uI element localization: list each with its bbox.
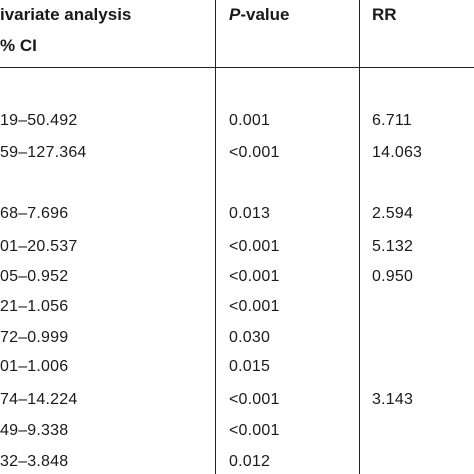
rr-cell: 3.143 bbox=[372, 391, 414, 408]
ci-cell: 21–1.056 bbox=[0, 298, 69, 315]
ci-cell: 01–20.537 bbox=[0, 238, 78, 255]
header-rr: RR bbox=[372, 5, 397, 24]
rr-cell: 14.063 bbox=[372, 144, 423, 161]
pvalue-cell: <0.001 bbox=[229, 391, 280, 408]
pvalue-cell: <0.001 bbox=[229, 144, 280, 161]
pvalue-cell: 0.030 bbox=[229, 329, 271, 346]
ci-cell: 05–0.952 bbox=[0, 268, 69, 285]
ci-cell: 01–1.006 bbox=[0, 358, 69, 375]
header-rule bbox=[0, 67, 474, 68]
ci-cell: 68–7.696 bbox=[0, 205, 69, 222]
header-pvalue-letter: P bbox=[229, 5, 241, 24]
pvalue-cell: 0.012 bbox=[229, 453, 271, 470]
pvalue-cell: 0.015 bbox=[229, 358, 271, 375]
rr-cell: 0.950 bbox=[372, 268, 414, 285]
ci-cell: 72–0.999 bbox=[0, 329, 69, 346]
header-pvalue-rest: -value bbox=[240, 5, 290, 24]
pvalue-cell: 0.013 bbox=[229, 205, 271, 222]
rr-cell: 2.594 bbox=[372, 205, 414, 222]
header-pvalue: P-value bbox=[229, 5, 289, 25]
pvalue-cell: <0.001 bbox=[229, 238, 280, 255]
column-divider-2 bbox=[359, 0, 360, 474]
ci-cell: 59–127.364 bbox=[0, 144, 87, 161]
column-divider-1 bbox=[215, 0, 216, 474]
header-ci-line2: % CI bbox=[0, 36, 37, 55]
pvalue-cell: <0.001 bbox=[229, 268, 280, 285]
pvalue-cell: <0.001 bbox=[229, 422, 280, 439]
header-ci-line1: ivariate analysis bbox=[0, 5, 132, 24]
pvalue-cell: 0.001 bbox=[229, 112, 271, 129]
ci-cell: 74–14.224 bbox=[0, 391, 78, 408]
ci-cell: 19–50.492 bbox=[0, 112, 78, 129]
rr-cell: 6.711 bbox=[372, 112, 412, 129]
rr-cell: 5.132 bbox=[372, 238, 414, 255]
pvalue-cell: <0.001 bbox=[229, 298, 280, 315]
ci-cell: 32–3.848 bbox=[0, 453, 69, 470]
ci-cell: 49–9.338 bbox=[0, 422, 69, 439]
